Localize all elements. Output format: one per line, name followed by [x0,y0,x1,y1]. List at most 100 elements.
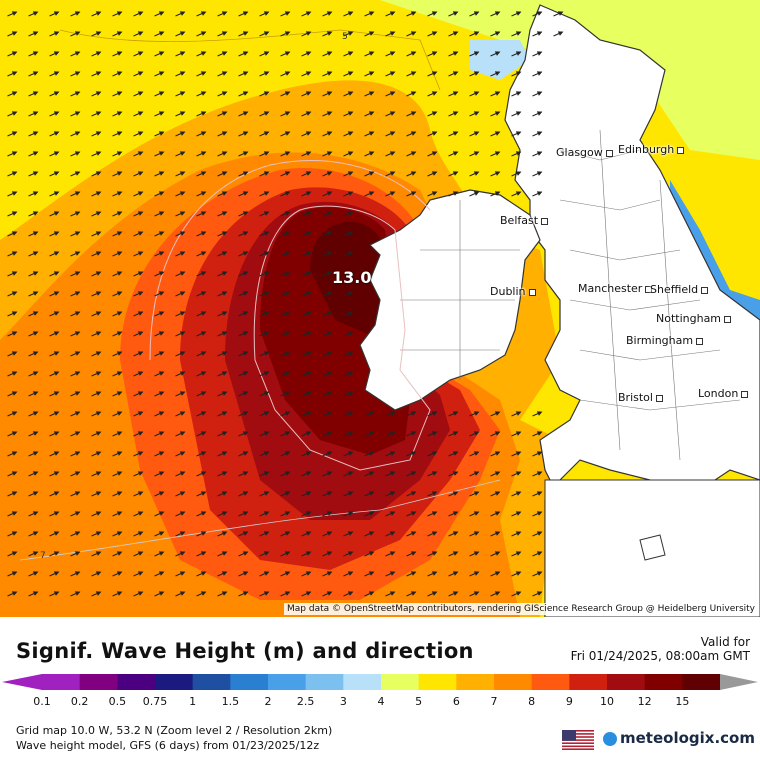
city-glasgow[interactable]: Glasgow [556,146,613,159]
wave-arrow [112,371,123,377]
wave-arrow [91,491,102,497]
scale-swatch [456,674,495,690]
wave-arrow [154,431,165,437]
wave-arrow [490,571,501,577]
wave-arrow [217,531,228,537]
contour-label-5: 5 [342,32,348,42]
wave-arrow [70,431,81,437]
wave-arrow [406,451,417,457]
scale-tick-label: 6 [452,695,460,708]
wave-height-map[interactable]: 13.0 5 7 Glasgow Edinburgh Belfast Dubli… [0,0,760,617]
wave-arrow [70,491,81,497]
wave-arrow [175,511,186,517]
wave-arrow [28,31,39,37]
wave-arrow [280,311,291,317]
brand-logo[interactable]: meteologix.com [603,729,755,747]
scale-swatch [644,674,683,690]
wave-arrow [28,51,39,57]
scale-cap-right [720,674,758,690]
wave-arrow [91,471,102,477]
wave-arrow [133,351,144,357]
city-birmingham[interactable]: Birmingham [626,334,704,347]
city-bristol[interactable]: Bristol [618,391,663,404]
wave-arrow [196,11,207,17]
wave-arrow [238,111,249,117]
wave-arrow [490,551,501,557]
wave-arrow [364,591,375,597]
wave-arrow [7,431,18,437]
wave-arrow [385,551,396,557]
city-nottingham[interactable]: Nottingham [656,312,732,325]
wave-arrow [343,91,354,97]
wave-arrow [406,591,417,597]
wave-arrow [301,411,312,417]
wave-arrow [343,11,354,17]
wave-arrow [238,91,249,97]
wave-arrow [91,411,102,417]
city-sheffield[interactable]: Sheffield [650,283,709,296]
wave-arrow [238,51,249,57]
wave-arrow [511,131,522,137]
scale-swatch [494,674,533,690]
wave-arrow [322,371,333,377]
wave-arrow [28,511,39,517]
scale-tick-label: 2 [264,695,272,708]
wave-arrow [427,591,438,597]
wave-arrow [364,171,375,177]
wave-arrow [343,311,354,317]
city-belfast[interactable]: Belfast [500,214,549,227]
city-manchester[interactable]: Manchester [578,282,653,295]
wave-arrow [343,511,354,517]
wave-arrow [175,291,186,297]
wave-arrow [49,511,60,517]
wave-arrow [259,111,270,117]
wave-arrow [196,191,207,197]
wave-arrow [217,11,228,17]
city-london[interactable]: London [698,387,749,400]
wave-arrow [322,311,333,317]
wave-arrow [280,251,291,257]
us-flag-icon[interactable] [562,730,594,750]
wave-arrow [490,51,501,57]
wave-arrow [259,71,270,77]
wave-arrow [238,31,249,37]
scale-tick-label: 7 [490,695,498,708]
wave-arrow [448,11,459,17]
wave-arrow [322,351,333,357]
city-dublin[interactable]: Dublin [490,285,536,298]
wave-arrow [364,431,375,437]
wave-arrow [133,531,144,537]
wave-arrow [154,271,165,277]
wave-arrow [448,591,459,597]
wave-arrow [112,231,123,237]
wave-arrow [490,31,501,37]
wave-arrow [91,511,102,517]
wave-arrow [322,551,333,557]
wave-arrow [154,391,165,397]
wave-arrow [112,111,123,117]
wave-arrow [511,411,522,417]
wave-arrow [196,371,207,377]
wave-arrow [70,151,81,157]
wave-arrow [532,31,543,37]
wave-arrow [280,391,291,397]
wave-arrow [70,11,81,17]
wave-arrow [70,451,81,457]
contour-5m [59,29,441,91]
wave-arrow [49,391,60,397]
wave-arrow [532,431,543,437]
city-edinburgh[interactable]: Edinburgh [618,143,685,156]
wave-arrow [28,471,39,477]
wave-arrow [154,71,165,77]
wave-arrow [322,71,333,77]
wave-arrow [301,591,312,597]
wave-arrow [28,111,39,117]
wave-arrow [406,111,417,117]
wave-arrow [112,431,123,437]
wave-arrow [511,471,522,477]
scale-tick-label: 8 [528,695,536,708]
scale-tick-label: 9 [565,695,573,708]
wave-arrow [532,551,543,557]
wave-arrow [259,211,270,217]
scale-tick-label: 5 [415,695,423,708]
